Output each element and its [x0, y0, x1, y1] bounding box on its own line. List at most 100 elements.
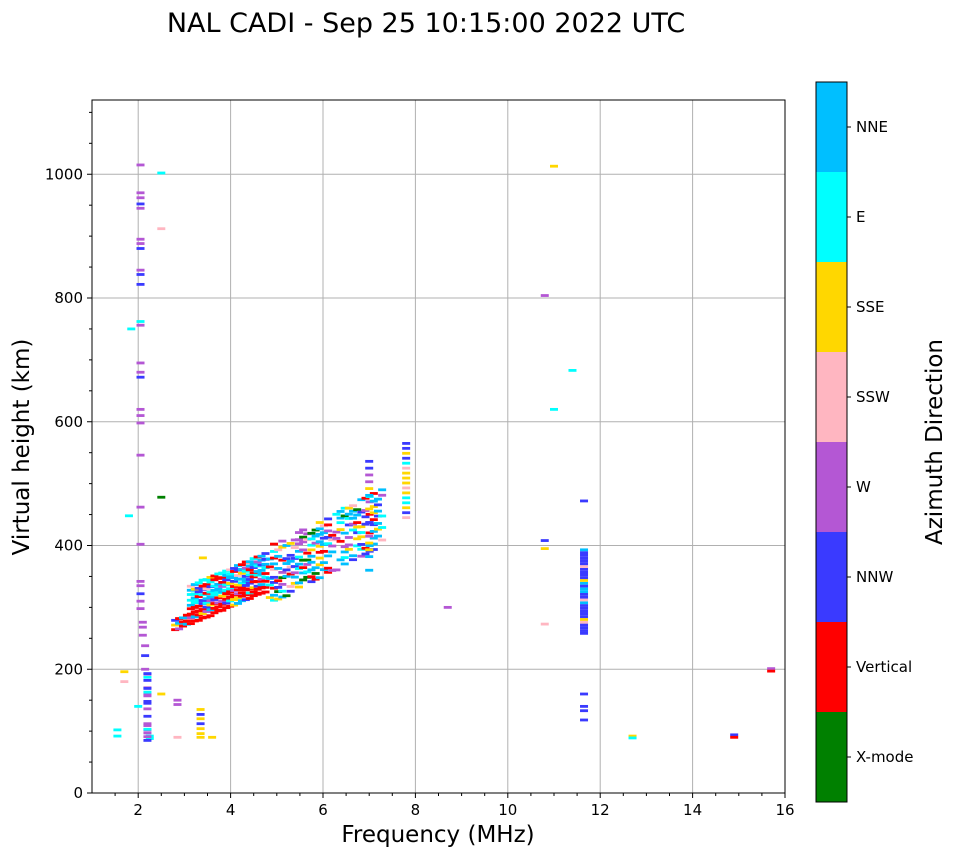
echo-point — [365, 531, 374, 535]
echo-point — [171, 623, 180, 627]
echo-point — [210, 588, 219, 592]
y-tick-label: 600 — [54, 413, 83, 431]
echo-point — [202, 605, 211, 609]
echo-point — [261, 572, 270, 575]
echo-point — [328, 569, 337, 572]
colorbar-frame — [815, 81, 848, 803]
echo-point — [299, 578, 308, 582]
echo-point — [249, 586, 258, 590]
echo-point — [253, 580, 262, 583]
echo-point — [402, 471, 411, 475]
echo-point — [206, 575, 215, 579]
echo-point — [361, 496, 370, 500]
echo-point — [299, 558, 308, 562]
echo-point — [361, 509, 370, 512]
echo-point — [580, 576, 589, 580]
echo-point — [218, 594, 227, 598]
echo-point — [299, 566, 308, 570]
echo-point — [286, 589, 295, 593]
echo-point — [143, 694, 152, 698]
echo-point — [136, 453, 145, 457]
echo-point — [311, 528, 320, 532]
echo-point — [136, 542, 145, 546]
echo-point — [270, 562, 279, 566]
echo-point — [186, 612, 195, 616]
echo-point — [218, 571, 227, 575]
echo-point — [307, 568, 316, 572]
echo-point — [580, 595, 589, 599]
echo-point — [299, 535, 308, 539]
echo-point — [365, 541, 374, 545]
echo-point — [249, 566, 258, 569]
echo-point — [136, 191, 145, 195]
echo-point — [190, 601, 199, 605]
echo-point — [294, 585, 303, 589]
echo-point — [143, 672, 152, 675]
echo-point — [361, 522, 370, 526]
echo-point — [186, 598, 195, 602]
echo-point — [378, 538, 387, 542]
echo-point — [136, 273, 145, 276]
echo-point — [365, 555, 374, 559]
echo-point — [214, 582, 223, 586]
echo-point — [261, 562, 270, 566]
echo-point — [307, 575, 316, 579]
echo-point — [233, 583, 242, 587]
x-tick-label: 16 — [775, 801, 794, 819]
echo-point — [173, 698, 182, 702]
echo-point — [373, 514, 382, 518]
echo-point — [303, 551, 312, 555]
echo-point — [233, 602, 242, 605]
echo-point — [540, 622, 549, 626]
echo-point — [319, 536, 328, 540]
echo-point — [136, 237, 145, 241]
echo-point — [767, 667, 776, 671]
echo-point — [349, 516, 358, 520]
colorbar-label: Azimuth Direction — [922, 339, 948, 545]
echo-point — [136, 247, 145, 250]
echo-point — [357, 543, 366, 546]
echo-point — [186, 603, 195, 607]
echo-point — [324, 542, 333, 546]
echo-point — [402, 496, 411, 500]
echo-point — [324, 570, 333, 574]
echo-point — [402, 511, 411, 515]
echo-point — [206, 608, 215, 612]
echo-point — [138, 625, 147, 629]
echo-point — [210, 611, 219, 615]
colorbar-segment-nne — [816, 82, 847, 172]
echo-point — [210, 598, 219, 601]
echo-point — [230, 570, 239, 573]
echo-point — [257, 583, 266, 586]
echo-point — [278, 576, 287, 580]
echo-point — [402, 442, 411, 445]
echo-point — [369, 505, 378, 509]
echo-point — [286, 565, 295, 569]
colorbar: X-mode Vertical NNW W SSW SSE E NNE — [815, 81, 913, 803]
echo-point — [245, 578, 254, 581]
echo-point — [328, 544, 337, 548]
echo-point — [328, 538, 337, 542]
echo-point — [143, 707, 152, 711]
echo-point — [315, 563, 324, 567]
echo-point — [237, 577, 246, 581]
echo-point — [402, 456, 411, 460]
echo-point — [143, 735, 152, 739]
echo-point — [580, 692, 589, 696]
echo-point — [294, 567, 303, 571]
echo-point — [270, 550, 279, 553]
echo-point — [113, 728, 122, 732]
echo-point — [365, 466, 374, 470]
echo-point — [580, 718, 589, 722]
echo-point — [349, 504, 358, 508]
colorbar-segment-nnw — [816, 532, 847, 622]
echo-point — [580, 609, 589, 613]
echo-point — [175, 627, 184, 631]
echo-point — [120, 670, 129, 674]
echo-point — [365, 521, 374, 525]
echo-point — [349, 558, 358, 562]
echo-point — [278, 570, 287, 574]
echo-point — [134, 704, 143, 708]
echo-point — [286, 585, 295, 588]
